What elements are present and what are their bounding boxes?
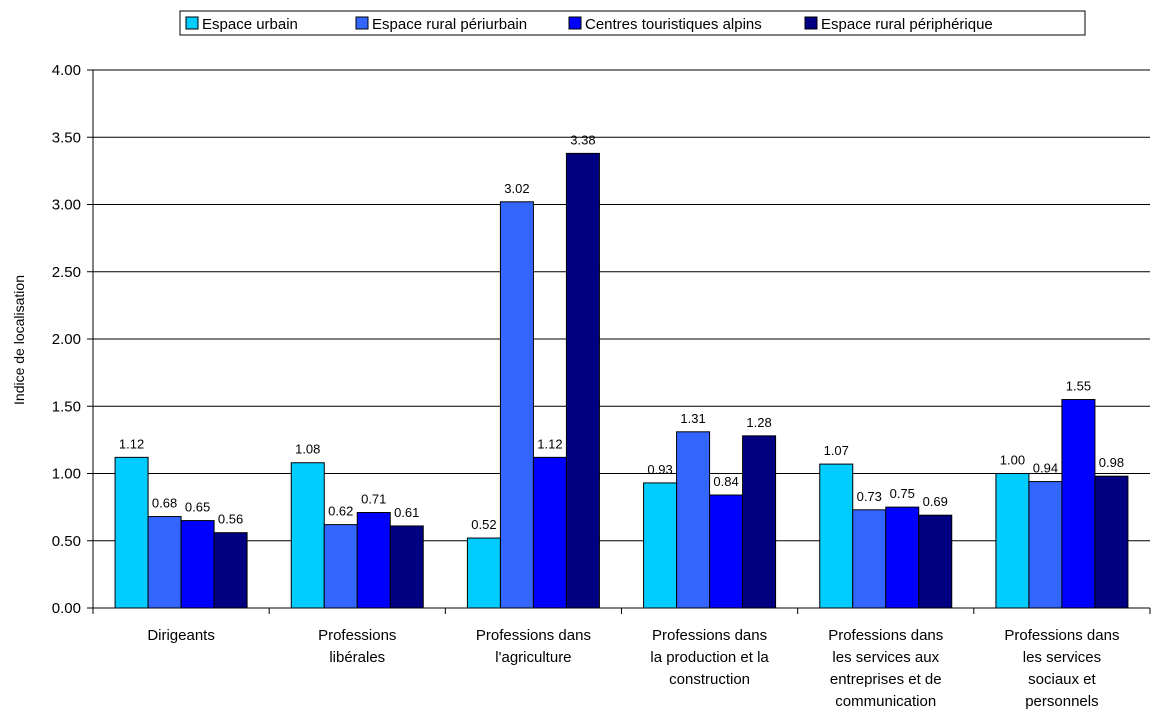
bar <box>676 431 711 609</box>
y-tick-label: 1.50 <box>52 398 81 415</box>
bar <box>290 462 325 609</box>
y-axis-title: Indice de localisation <box>11 275 27 405</box>
data-label: 0.65 <box>185 500 210 515</box>
bar <box>1061 399 1096 609</box>
bars <box>114 152 1129 609</box>
x-category-label-line: Professions dans <box>1004 627 1119 644</box>
axes <box>87 69 1151 614</box>
bar <box>180 520 215 609</box>
x-category-label-line: libérales <box>329 649 385 666</box>
data-label: 3.38 <box>570 132 595 147</box>
data-label: 0.62 <box>328 504 353 519</box>
data-label: 0.56 <box>218 512 243 527</box>
x-category-label-line: Dirigeants <box>147 627 215 644</box>
bar <box>499 201 534 609</box>
legend-swatch <box>185 16 199 30</box>
x-category-label-line: les services <box>1023 649 1101 666</box>
bar <box>819 463 854 609</box>
bar <box>742 435 777 609</box>
data-label: 0.94 <box>1033 461 1058 476</box>
data-label: 0.69 <box>923 494 948 509</box>
value-labels: 1.12 0.68 0.65 0.56 1.08 0.62 0.71 0.61 0.52 3.02… <box>119 132 1124 532</box>
y-tick-label: 2.00 <box>52 331 81 348</box>
x-category-label-line: communication <box>835 693 936 710</box>
bar <box>995 473 1030 609</box>
data-label: 1.08 <box>295 442 320 457</box>
data-label: 0.68 <box>152 496 177 511</box>
y-tick-labels: 0.00 0.50 1.00 1.50 2.00 2.50 3.00 3.50 4.00 <box>52 62 81 617</box>
y-tick-label: 3.00 <box>52 197 81 214</box>
x-category-label: Professions dans la production et la const… <box>650 627 769 688</box>
x-category-label: Professions libérales <box>318 627 396 666</box>
data-label: 0.98 <box>1099 455 1124 470</box>
x-category-label: Professions dans les services sociaux et pe… <box>1004 627 1119 710</box>
legend-label: Espace rural périphérique <box>821 16 993 33</box>
x-category-label-line: construction <box>669 671 750 688</box>
bar <box>213 532 248 609</box>
gridlines <box>93 69 1150 542</box>
bar <box>114 456 149 609</box>
bar <box>918 514 953 609</box>
y-tick-label: 4.00 <box>52 62 81 79</box>
bar <box>852 509 887 609</box>
legend: Espace urbain Espace rural périurbain Cent… <box>179 10 1086 36</box>
data-label: 1.00 <box>1000 453 1025 468</box>
x-category-label-line: l'agriculture <box>495 649 571 666</box>
data-label: 1.12 <box>119 436 144 451</box>
legend-label: Espace rural périurbain <box>372 16 527 33</box>
legend-box <box>179 10 1086 36</box>
data-label: 0.73 <box>857 489 882 504</box>
x-category-labels: Dirigeants Professions libéralesProfession… <box>147 627 1119 710</box>
y-tick-label: 0.50 <box>52 533 81 550</box>
x-category-label-line: sociaux et <box>1028 671 1096 688</box>
y-tick-label: 1.00 <box>52 466 81 483</box>
x-category-label-line: Professions <box>318 627 396 644</box>
bar <box>147 516 182 609</box>
x-category-label-line: Professions dans <box>828 627 943 644</box>
bar <box>643 482 678 609</box>
x-category-label-line: Professions dans <box>476 627 591 644</box>
data-label: 1.28 <box>746 415 771 430</box>
data-label: 1.55 <box>1066 379 1091 394</box>
bar <box>709 494 744 609</box>
data-label: 0.52 <box>471 517 496 532</box>
x-category-label-line: les services aux <box>832 649 939 666</box>
y-tick-label: 2.50 <box>52 264 81 281</box>
y-tick-label: 0.00 <box>52 600 81 617</box>
legend-swatch <box>568 16 582 30</box>
data-label: 1.12 <box>537 436 562 451</box>
x-category-label: Dirigeants <box>147 627 215 644</box>
legend-swatch <box>355 16 369 30</box>
legend-label: Espace urbain <box>202 16 298 33</box>
bar <box>323 524 358 609</box>
bar <box>389 525 424 609</box>
data-label: 3.02 <box>504 181 529 196</box>
x-category-label-line: la production et la <box>650 649 769 666</box>
data-label: 0.93 <box>647 462 672 477</box>
bar <box>1094 475 1129 609</box>
legend-swatch <box>804 16 818 30</box>
y-tick-label: 3.50 <box>52 129 81 146</box>
data-label: 0.61 <box>394 505 419 520</box>
x-category-label-line: entreprises et de <box>830 671 942 688</box>
bar <box>466 537 501 609</box>
data-label: 0.75 <box>890 486 915 501</box>
data-label: 1.31 <box>680 411 705 426</box>
x-category-label: Professions dans l'agriculture <box>476 627 591 666</box>
legend-label: Centres touristiques alpins <box>585 16 762 33</box>
x-category-label: Professions dans les services aux entrepri… <box>828 627 943 710</box>
bar <box>1028 481 1063 609</box>
data-label: 0.84 <box>713 474 738 489</box>
data-label: 0.71 <box>361 492 386 507</box>
bar <box>885 506 920 609</box>
x-category-label-line: personnels <box>1025 693 1098 710</box>
bar <box>356 512 391 609</box>
bar <box>532 456 567 609</box>
x-category-label-line: Professions dans <box>652 627 767 644</box>
data-label: 1.07 <box>824 443 849 458</box>
bar <box>565 152 600 609</box>
